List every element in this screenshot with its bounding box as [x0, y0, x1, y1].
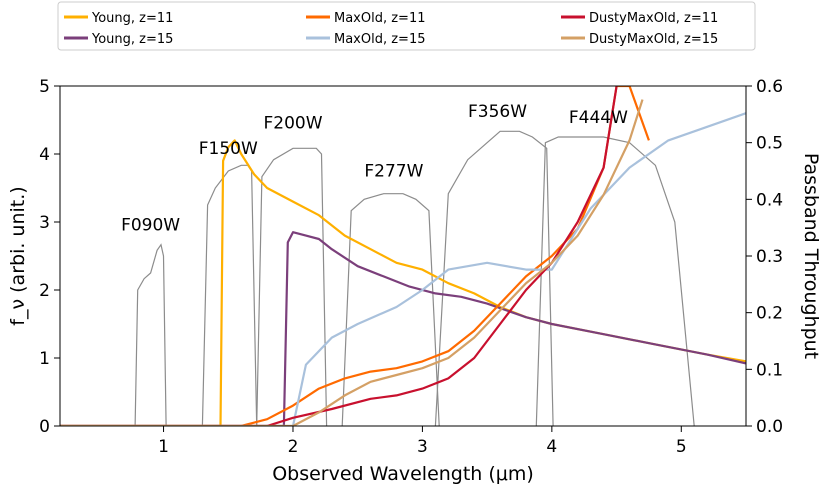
legend-label-3: DustyMaxOld, z=11	[589, 11, 718, 26]
y-tick-label: 4	[39, 145, 50, 165]
legend-label-5: MaxOld, z=15	[334, 32, 426, 47]
legend-label-2: MaxOld, z=11	[334, 11, 426, 26]
spectra-series	[60, 86, 746, 426]
legend-label-4: Young, z=15	[91, 32, 173, 47]
filter-curve-f200w	[256, 147, 328, 427]
y-axis-label: f_ν (arbi. unit.)	[7, 186, 29, 325]
y-right-tick-label: 0.6	[756, 77, 783, 97]
filter-label-f200w: F200W	[263, 114, 322, 134]
x-axis-ticks: 1 2 3 4 5	[158, 426, 687, 457]
y-right-tick-label: 0.3	[756, 247, 783, 267]
x-tick-label: 5	[676, 437, 687, 457]
y-right-tick-label: 0.1	[756, 360, 783, 380]
filter-curve-f277w	[341, 193, 440, 427]
y-tick-label: 1	[39, 349, 50, 369]
filter-label-f150w: F150W	[199, 139, 258, 159]
y-tick-label: 5	[39, 77, 50, 97]
filter-curve-f150w	[201, 164, 258, 427]
filter-label-f444w: F444W	[569, 108, 628, 128]
filter-curve-f090w	[134, 243, 167, 427]
y-right-tick-label: 0.0	[756, 417, 783, 437]
x-tick-label: 1	[158, 437, 169, 457]
filter-label-f356w: F356W	[468, 102, 527, 122]
series-line-dustymaxold-z-11	[60, 86, 618, 426]
filter-curves	[134, 130, 695, 427]
y-right-tick-label: 0.4	[756, 190, 783, 210]
y-tick-label: 2	[39, 281, 50, 301]
y-right-tick-label: 0.5	[756, 134, 783, 154]
y-axis-ticks: 0 1 2 3 4 5	[39, 77, 60, 437]
filter-label-f277w: F277W	[364, 162, 423, 182]
series-line-young-z-15	[60, 231, 746, 426]
x-tick-label: 3	[417, 437, 428, 457]
y-right-axis-ticks: 0.0 0.1 0.2 0.3 0.4 0.5 0.6	[746, 77, 783, 437]
y-right-axis-label: Passband Throughput	[800, 153, 822, 359]
filter-label-f090w: F090W	[121, 216, 180, 236]
y-tick-label: 0	[39, 417, 50, 437]
x-tick-label: 4	[546, 437, 557, 457]
series-line-dustymaxold-z-15	[60, 99, 644, 426]
x-tick-label: 2	[288, 437, 299, 457]
y-right-tick-label: 0.2	[756, 304, 783, 324]
y-tick-label: 3	[39, 213, 50, 233]
legend-label-1: Young, z=11	[91, 11, 173, 26]
filter-curve-f356w	[434, 130, 554, 427]
series-line-maxold-z-15	[60, 112, 746, 426]
legend: Young, z=11 MaxOld, z=11 DustyMaxOld, z=…	[57, 1, 756, 51]
legend-label-6: DustyMaxOld, z=15	[589, 32, 718, 47]
filter-curve-f444w	[535, 136, 695, 427]
x-axis-label: Observed Wavelength (μm)	[272, 463, 534, 485]
